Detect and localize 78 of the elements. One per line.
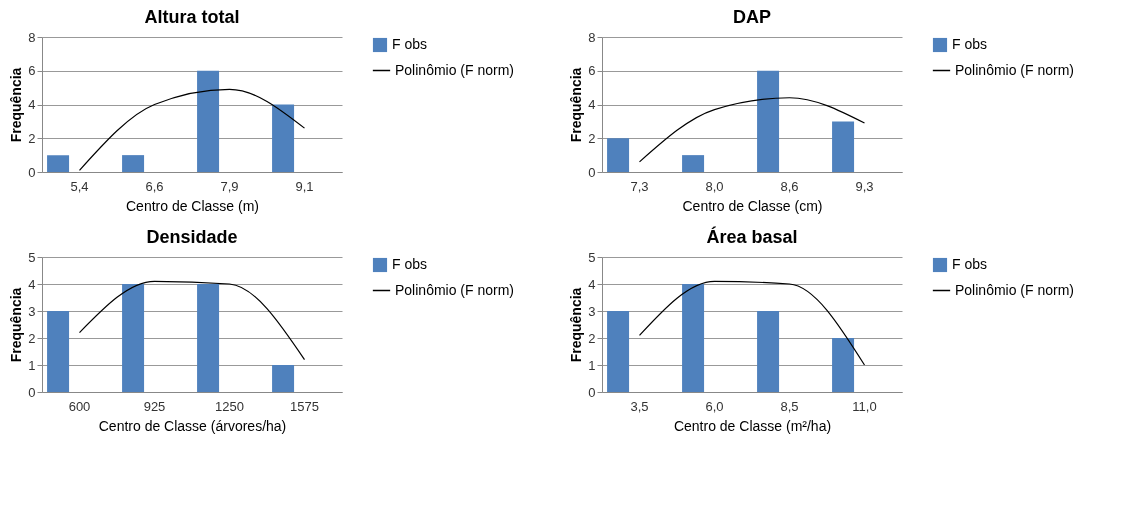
y-tick-label: 4: [28, 276, 36, 292]
x-tick-label: 7,3: [630, 178, 649, 194]
x-tick-label: 8,5: [780, 398, 799, 414]
x-tick-label: 6,6: [145, 178, 164, 194]
y-axis-title: Frequência: [568, 287, 585, 363]
y-axis-title: Frequência: [568, 67, 585, 143]
y-tick-label: 5: [588, 249, 596, 265]
chart-title: DAP: [732, 7, 772, 27]
bar: [197, 284, 220, 392]
bar: [607, 311, 630, 392]
y-tick-label: 0: [588, 384, 596, 400]
y-tick-label: 4: [28, 97, 36, 112]
bar: [832, 338, 855, 392]
bar: [47, 311, 70, 392]
x-tick-label: 600: [68, 398, 91, 414]
y-axis-title: Frequência: [8, 67, 25, 143]
bar: [757, 70, 780, 172]
bar: [197, 70, 220, 172]
y-tick-label: 5: [28, 249, 36, 265]
x-axis-title: Centro de Classe (m²/ha): [673, 417, 832, 434]
x-tick-label: 6,0: [705, 398, 724, 414]
bar: [757, 311, 780, 392]
legend-label: Polinômio (F norm): [395, 61, 515, 78]
legend-label: Polinômio (F norm): [955, 61, 1075, 78]
y-tick-label: 8: [588, 29, 596, 45]
y-tick-label: 4: [588, 97, 596, 112]
chart-title: Densidade: [146, 227, 238, 247]
bar: [272, 104, 295, 172]
y-tick-label: 2: [588, 330, 596, 346]
x-axis-title: Centro de Classe (cm): [682, 197, 823, 214]
x-tick-label: 925: [143, 398, 166, 414]
x-tick-label: 9,1: [295, 178, 314, 194]
x-tick-label: 8,6: [780, 178, 799, 194]
y-tick-label: 1: [28, 357, 36, 373]
y-tick-label: 3: [28, 303, 36, 319]
legend-label: F obs: [392, 256, 428, 272]
y-tick-label: 1: [588, 357, 596, 373]
y-tick-label: 2: [28, 330, 36, 346]
x-tick-label: 9,3: [855, 178, 874, 194]
x-tick-label: 1250: [215, 398, 244, 414]
bar: [607, 138, 630, 172]
chart-title: Altura total: [144, 7, 240, 27]
y-tick-label: 8: [28, 29, 36, 45]
y-tick-label: 2: [588, 130, 596, 146]
bar: [682, 284, 705, 392]
y-tick-label: 4: [588, 276, 596, 292]
x-axis-title: Centro de Classe (m): [125, 197, 260, 214]
bar: [272, 365, 295, 392]
legend-label: F obs: [392, 36, 428, 52]
y-tick-label: 6: [588, 63, 596, 79]
legend-label: Polinômio (F norm): [395, 281, 515, 298]
y-tick-label: 2: [28, 130, 36, 146]
y-tick-label: 6: [28, 63, 36, 79]
x-tick-label: 5,4: [70, 178, 89, 194]
bar: [122, 284, 145, 392]
line-series: [638, 97, 866, 163]
x-axis-title: Centro de Classe (árvores/ha): [98, 417, 287, 434]
x-tick-label: 8,0: [705, 178, 724, 194]
line-series: [638, 280, 866, 366]
x-tick-label: 7,9: [220, 178, 239, 194]
line-series: [78, 88, 306, 171]
legend-label: F obs: [952, 256, 988, 272]
x-tick-label: 11,0: [852, 398, 877, 414]
y-tick-label: 3: [588, 303, 596, 319]
y-tick-label: 0: [28, 164, 36, 180]
legend-label: Polinômio (F norm): [955, 281, 1075, 298]
y-axis-title: Frequência: [8, 287, 25, 363]
chart-title: Área basal: [706, 226, 798, 247]
bar: [832, 121, 855, 172]
bar: [122, 155, 145, 172]
legend-label: F obs: [952, 36, 988, 52]
y-tick-label: 0: [28, 384, 36, 400]
x-tick-label: 1575: [290, 398, 319, 414]
line-series: [78, 280, 306, 361]
bar: [682, 155, 705, 172]
bar: [47, 155, 70, 172]
x-tick-label: 3,5: [630, 398, 649, 414]
y-tick-label: 0: [588, 164, 596, 180]
